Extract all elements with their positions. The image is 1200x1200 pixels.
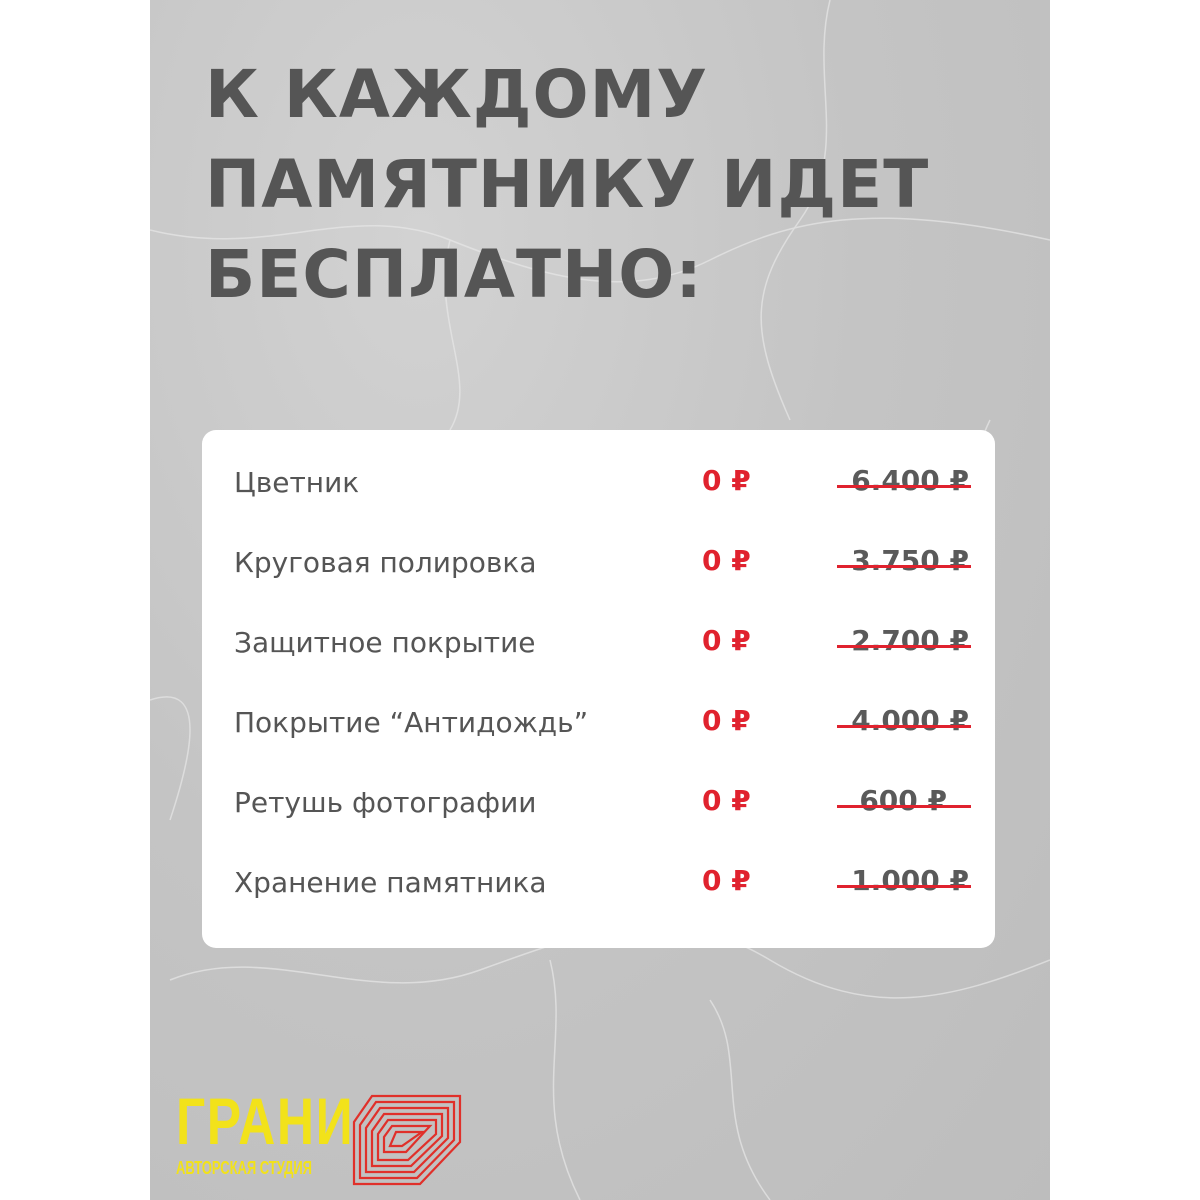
page-title: К КАЖДОМУ ПАМЯТНИКУ ИДЕТ БЕСПЛАТНО:: [205, 50, 929, 320]
item-old-price: 1.000 ₽: [851, 864, 969, 897]
item-price: 0 ₽: [702, 784, 751, 817]
strikethrough-line: [837, 805, 971, 808]
item-old-price: 2.700 ₽: [851, 624, 969, 657]
item-price: 0 ₽: [702, 624, 751, 657]
item-old-price: 6.400 ₽: [851, 464, 969, 497]
strikethrough-line: [837, 645, 971, 648]
marble-background: К КАЖДОМУ ПАМЯТНИКУ ИДЕТ БЕСПЛАТНО: Цвет…: [150, 0, 1050, 1200]
logo: ГРАНИ АВТОРСКАЯ СТУДИЯ: [176, 1084, 462, 1186]
strikethrough-line: [837, 885, 971, 888]
item-label: Круговая полировка: [234, 546, 537, 579]
item-label: Покрытие “Антидождь”: [234, 706, 589, 739]
item-old-price: 600 ₽: [859, 784, 947, 817]
item-label: Цветник: [234, 466, 360, 499]
item-price: 0 ₽: [702, 464, 751, 497]
strikethrough-line: [837, 565, 971, 568]
logo-name: ГРАНИ: [176, 1084, 355, 1158]
list-item: Хранение памятника 0 ₽ 1.000 ₽: [202, 848, 995, 928]
item-price: 0 ₽: [702, 704, 751, 737]
item-price: 0 ₽: [702, 864, 751, 897]
title-line: БЕСПЛАТНО:: [205, 236, 703, 313]
title-line: К КАЖДОМУ: [205, 56, 709, 133]
list-item: Защитное покрытие 0 ₽ 2.700 ₽: [202, 608, 995, 688]
logo-tagline: АВТОРСКАЯ СТУДИЯ: [176, 1158, 312, 1178]
item-label: Ретушь фотографии: [234, 786, 537, 819]
item-label: Хранение памятника: [234, 866, 547, 899]
item-label: Защитное покрытие: [234, 626, 536, 659]
list-item: Цветник 0 ₽ 6.400 ₽: [202, 448, 995, 528]
list-item: Покрытие “Антидождь” 0 ₽ 4.000 ₽: [202, 688, 995, 768]
item-old-price: 4.000 ₽: [851, 704, 969, 737]
strikethrough-line: [837, 725, 971, 728]
price-list-card: Цветник 0 ₽ 6.400 ₽ Круговая полировка 0…: [202, 430, 995, 948]
strikethrough-line: [837, 485, 971, 488]
item-old-price: 3.750 ₽: [851, 544, 969, 577]
list-item: Круговая полировка 0 ₽ 3.750 ₽: [202, 528, 995, 608]
item-price: 0 ₽: [702, 544, 751, 577]
list-item: Ретушь фотографии 0 ₽ 600 ₽: [202, 768, 995, 848]
title-line: ПАМЯТНИКУ ИДЕТ: [205, 146, 930, 223]
concentric-polygon-logo-icon: [352, 1094, 462, 1186]
